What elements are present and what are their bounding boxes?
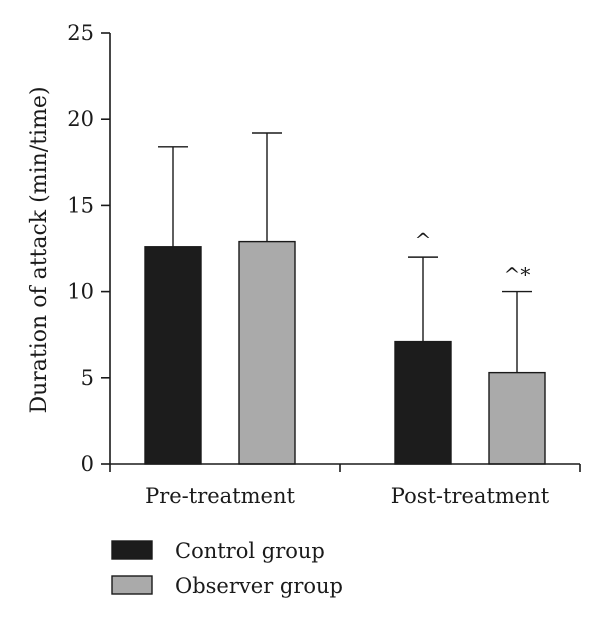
y-tick-label: 15: [67, 193, 94, 217]
y-tick-label: 0: [81, 452, 94, 476]
legend-label-control: Control group: [175, 539, 325, 563]
x-tick-label: Pre-treatment: [145, 484, 295, 508]
legend: Control group Observer group: [111, 539, 343, 598]
y-axis-label: Duration of attack (min/time): [27, 86, 52, 413]
y-tick-label: 25: [67, 21, 94, 45]
y-tick-label: 10: [67, 280, 94, 304]
x-tick-label: Post-treatment: [391, 484, 550, 508]
legend-label-observer: Observer group: [175, 574, 343, 598]
significance-annotation: ^: [415, 228, 432, 252]
bar-control-post: [394, 340, 452, 465]
significance-annotation: ^*: [504, 263, 531, 287]
bar-control-pre: [144, 246, 202, 465]
y-tick-label: 5: [81, 366, 94, 390]
legend-swatch-control: [111, 540, 153, 560]
bar-observer-post: [488, 371, 546, 465]
y-tick-label: 20: [67, 107, 94, 131]
bar-observer-pre: [238, 240, 296, 465]
legend-swatch-observer: [111, 575, 153, 595]
plot-area: ^ ^* 0 5 10 15 20 25 Pre-treatment Post-treatment: [67, 21, 581, 508]
